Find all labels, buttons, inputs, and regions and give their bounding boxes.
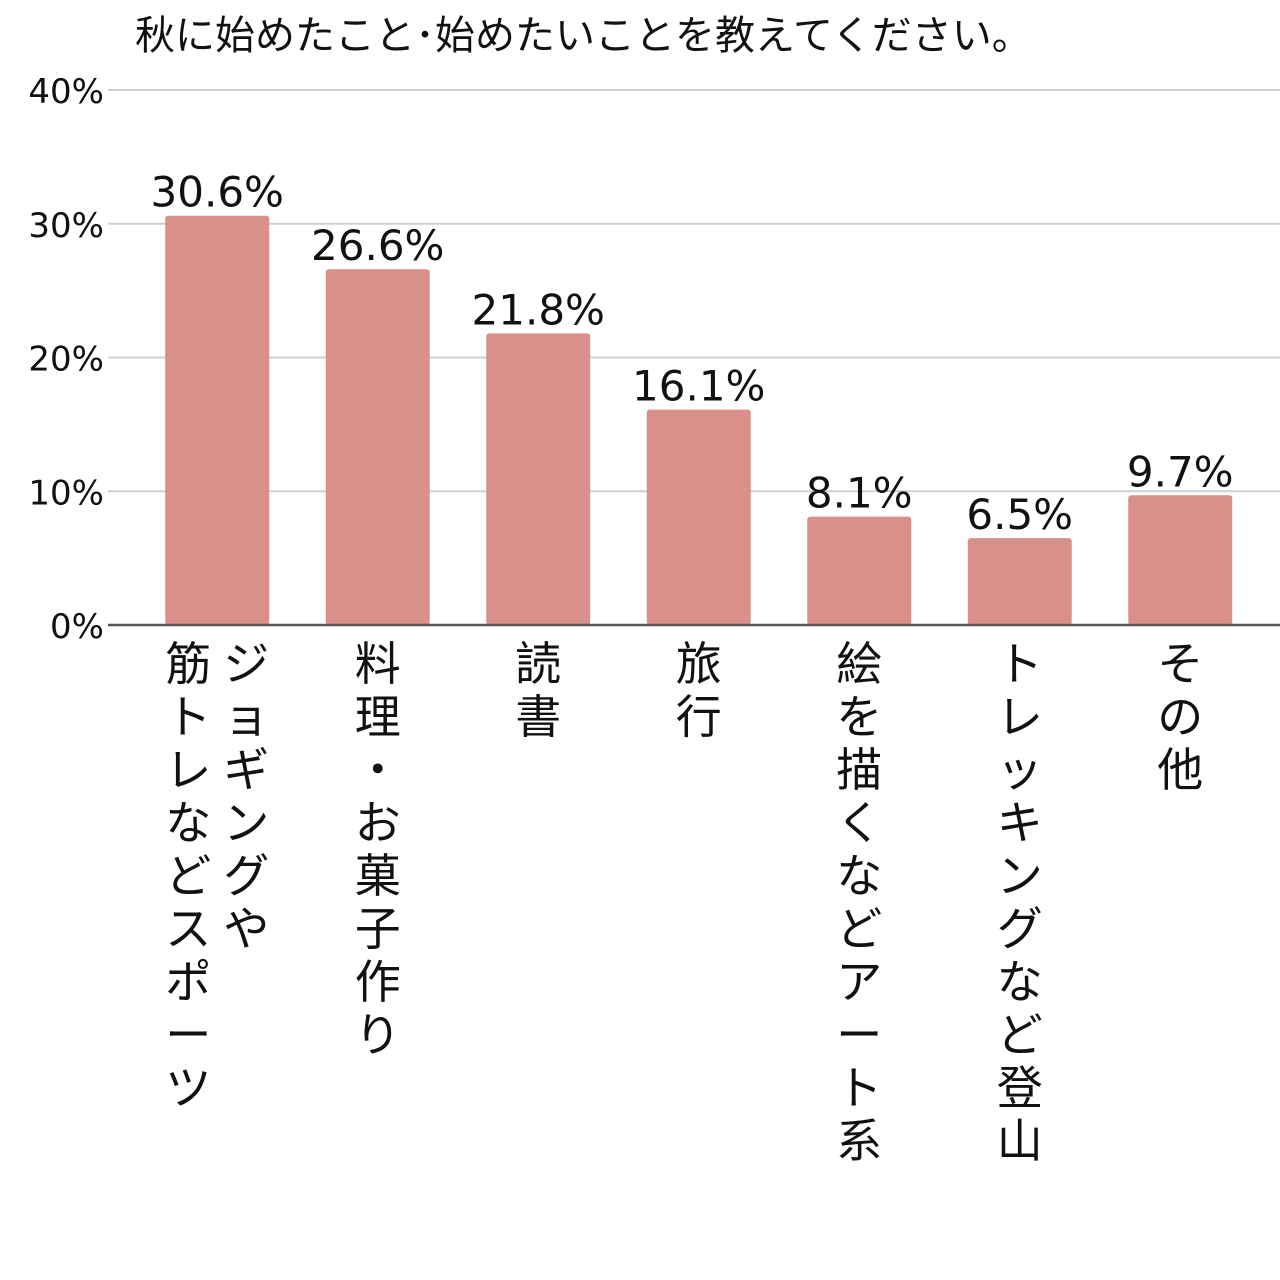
y-tick-label: 40%: [28, 72, 104, 112]
y-tick-label: 0%: [50, 607, 104, 647]
x-tick-label: 筋トレなどスポーツ: [165, 637, 211, 1115]
x-tick-label: ジョギングや: [223, 637, 269, 956]
x-tick-label: 絵を描くなどアート系: [836, 637, 882, 1168]
bar: [1128, 495, 1233, 625]
bar: [807, 516, 912, 625]
bar: [967, 538, 1072, 625]
chart-title: 秋に始めたこと･始めたいことを教えてください。: [135, 13, 1032, 59]
y-tick-label: 20%: [28, 340, 104, 380]
bar: [325, 269, 430, 625]
data-label: 16.1%: [632, 362, 765, 411]
data-label: 21.8%: [472, 285, 605, 334]
x-tick-label: その他: [1157, 637, 1203, 797]
bar: [486, 333, 591, 625]
y-tick-label: 30%: [28, 206, 104, 246]
bar: [646, 409, 751, 625]
x-tick-label: 料理・お菓子作り: [355, 637, 401, 1062]
data-label: 8.1%: [806, 469, 913, 518]
data-label: 30.6%: [151, 168, 284, 217]
bar: [165, 215, 270, 625]
x-tick-label: 読書: [515, 637, 561, 744]
data-label: 26.6%: [311, 221, 444, 270]
data-label: 6.5%: [966, 490, 1073, 539]
x-tick-label: 旅行: [676, 637, 722, 744]
x-tick-label: トレッキングなど登山: [997, 637, 1043, 1168]
y-tick-label: 10%: [28, 473, 104, 513]
data-label: 9.7%: [1127, 447, 1234, 496]
